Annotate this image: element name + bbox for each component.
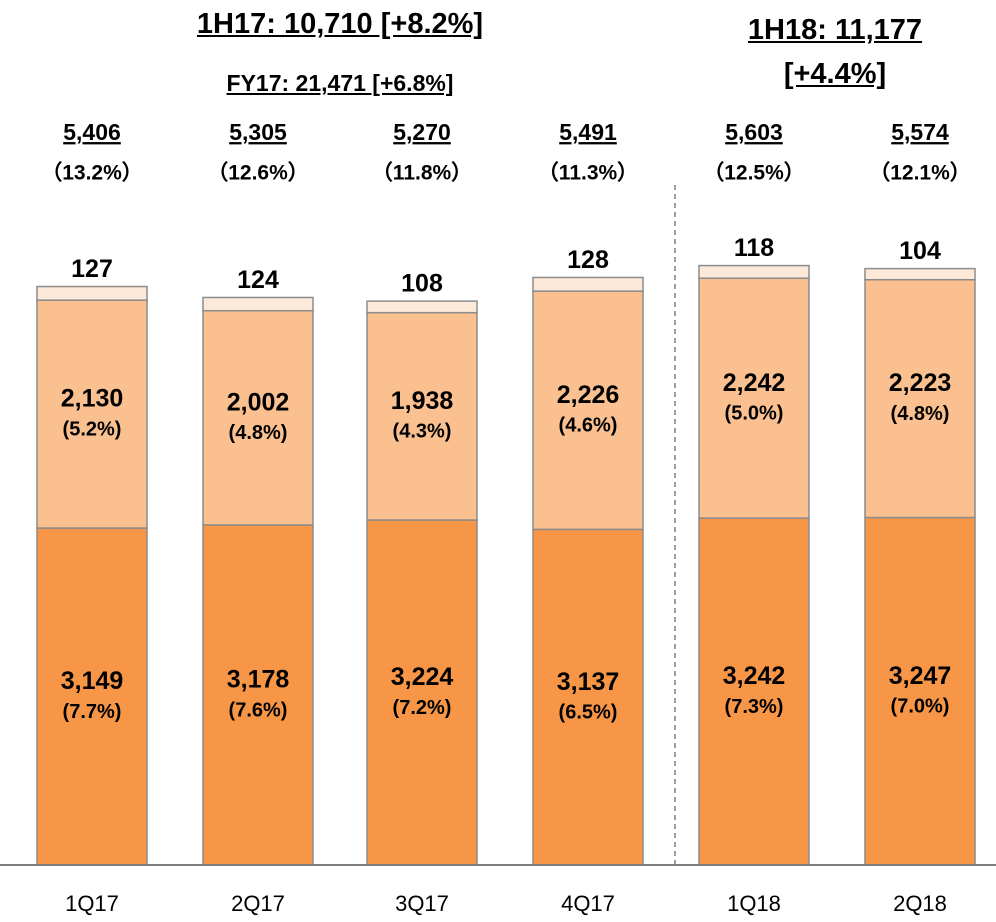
total-growth-label: （12.5%） xyxy=(703,161,805,185)
segment-growth-label: (7.0%) xyxy=(891,696,950,718)
segment-value-label: 2,242 xyxy=(723,369,786,397)
x-tick-label: 3Q17 xyxy=(395,891,449,916)
x-tick-label: 2Q18 xyxy=(893,891,947,916)
segment-value-label: 2,223 xyxy=(889,369,952,397)
segment-value-label: 108 xyxy=(401,270,443,298)
bar-segment xyxy=(698,277,810,519)
segment-value-label: 3,224 xyxy=(391,663,454,691)
bar-segment xyxy=(864,278,976,519)
bar-segment xyxy=(864,516,976,866)
segment-growth-label: (4.8%) xyxy=(891,403,950,425)
segment-growth-label: (7.2%) xyxy=(393,697,452,719)
bar-segment xyxy=(698,264,810,279)
bar-segment xyxy=(36,285,148,301)
total-growth-label: （11.3%） xyxy=(538,161,638,185)
segment-value-label: 1,938 xyxy=(391,387,454,415)
segment-value-label: 3,149 xyxy=(61,667,124,695)
total-label: 5,603 xyxy=(725,119,783,145)
total-label: 5,491 xyxy=(559,119,617,145)
segment-growth-label: (5.0%) xyxy=(725,402,784,424)
segment-growth-label: (4.8%) xyxy=(229,422,288,444)
total-label: 5,574 xyxy=(891,119,949,145)
header-1h18: 1H18: 11,177 [+4.4%] xyxy=(747,14,923,90)
bar-segment xyxy=(202,296,314,312)
segment-value-label: 2,130 xyxy=(61,385,124,413)
bar-segment xyxy=(366,519,478,866)
segment-value-label: 127 xyxy=(71,255,113,283)
segment-growth-label: (7.3%) xyxy=(725,696,784,718)
segment-value-label: 3,178 xyxy=(227,666,290,694)
bar-segment xyxy=(532,290,644,531)
bar-segment xyxy=(366,311,478,521)
segment-growth-label: (4.6%) xyxy=(559,415,618,437)
segment-value-label: 3,247 xyxy=(889,662,952,690)
total-label: 5,270 xyxy=(393,119,451,145)
bar-segment xyxy=(366,300,478,314)
bar-segment xyxy=(202,309,314,526)
total-growth-label: （12.6%） xyxy=(207,161,309,185)
segment-growth-label: (5.2%) xyxy=(63,418,122,440)
total-label: 5,305 xyxy=(229,119,287,145)
segment-value-label: 3,137 xyxy=(557,668,620,696)
header-fy17: FY17: 21,471 [+6.8%] xyxy=(226,70,454,96)
total-label: 5,406 xyxy=(63,119,121,145)
segment-growth-label: (6.5%) xyxy=(559,701,618,723)
segment-value-label: 124 xyxy=(237,266,279,294)
x-tick-label: 4Q17 xyxy=(561,891,615,916)
total-growth-label: （12.1%） xyxy=(869,161,971,185)
x-tick-label: 1Q17 xyxy=(65,891,119,916)
segment-value-label: 118 xyxy=(734,234,774,262)
segment-value-label: 2,226 xyxy=(557,381,620,409)
bar-segment xyxy=(532,276,644,292)
bar-segment xyxy=(864,267,976,281)
bar-segment xyxy=(202,524,314,866)
bar-segment xyxy=(698,517,810,866)
segment-value-label: 3,242 xyxy=(723,662,786,690)
segment-value-label: 104 xyxy=(899,237,941,265)
bar-segment xyxy=(36,299,148,529)
header-1h17: 1H17: 10,710 [+8.2%] xyxy=(196,8,484,40)
total-growth-label: （13.2%） xyxy=(41,161,143,185)
total-growth-label: （11.8%） xyxy=(372,161,472,185)
bar-segment xyxy=(36,527,148,866)
segment-growth-label: (7.7%) xyxy=(63,701,122,723)
segment-value-label: 2,002 xyxy=(227,388,290,416)
segment-value-label: 128 xyxy=(567,246,609,274)
x-tick-label: 1Q18 xyxy=(727,891,781,916)
bar-segment xyxy=(532,528,644,866)
x-tick-label: 2Q17 xyxy=(231,891,285,916)
segment-growth-label: (7.6%) xyxy=(229,699,288,721)
segment-growth-label: (4.3%) xyxy=(393,421,452,443)
